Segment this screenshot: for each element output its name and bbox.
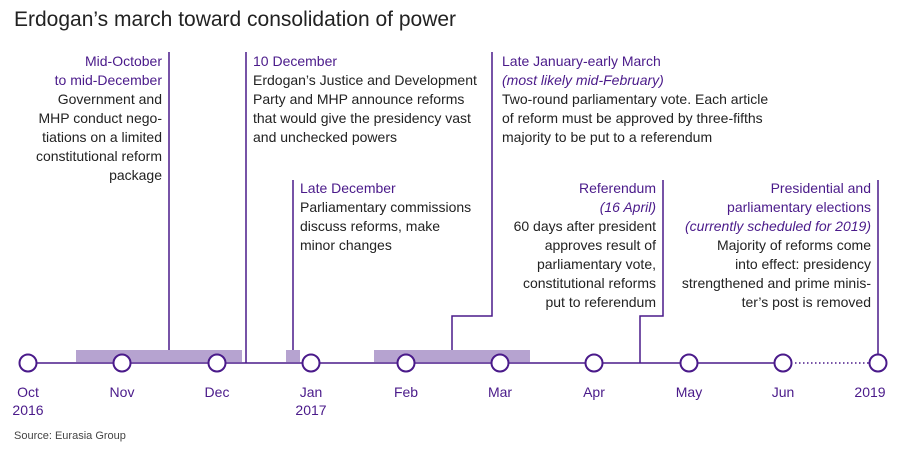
event-body: Party and MHP announce reforms xyxy=(253,91,465,107)
month-name: Feb xyxy=(393,384,419,400)
month-marker-feb xyxy=(396,353,416,373)
month-marker-mar xyxy=(490,353,510,373)
event-leader-referendum xyxy=(639,180,664,363)
event-elections: Presidential and parliamentary elections… xyxy=(682,179,871,312)
month-marker-jan xyxy=(301,353,321,373)
event-body: Two-round parliamentary vote. Each artic… xyxy=(502,91,769,107)
month-label-may: May xyxy=(659,383,719,401)
event-heading: 10 December xyxy=(253,53,338,69)
month-marker-dec xyxy=(207,353,227,373)
month-marker-jun xyxy=(773,353,793,373)
event-body: 60 days after president xyxy=(513,218,656,234)
month-marker-nov xyxy=(112,353,132,373)
event-body: put to referendum xyxy=(545,294,656,310)
event-body: discuss reforms, make xyxy=(300,218,441,234)
month-name: Jan xyxy=(299,384,323,400)
event-body: package xyxy=(109,167,162,183)
month-label-apr: Apr xyxy=(564,383,624,401)
month-label-2019: 2019 xyxy=(840,383,900,401)
event-body: constitutional reforms xyxy=(522,275,656,291)
event-parliament-vote: Late January-early March (most likely mi… xyxy=(502,52,768,147)
event-subheading: (currently scheduled for 2019) xyxy=(685,218,871,234)
event-heading: parliamentary elections xyxy=(727,199,871,215)
month-label-jan: Jan 2017 xyxy=(281,383,341,419)
event-body: majority to be put to a referendum xyxy=(502,129,713,145)
page-title: Erdogan’s march toward consolidation of … xyxy=(14,8,457,31)
event-heading: Mid-October xyxy=(84,53,162,69)
month-marker-oct xyxy=(18,353,38,373)
month-name: Nov xyxy=(109,384,135,400)
event-body: Government and xyxy=(57,91,162,107)
event-body: of reform must be approved by three-fift… xyxy=(502,110,763,126)
month-name: Mar xyxy=(487,384,513,400)
event-body: parliamentary vote, xyxy=(536,256,656,272)
month-label-feb: Feb xyxy=(376,383,436,401)
event-heading: Late December xyxy=(300,180,396,196)
period-band-commissions xyxy=(286,350,300,362)
month-name: Oct xyxy=(17,384,39,400)
month-marker-apr xyxy=(584,353,604,373)
month-label-nov: Nov xyxy=(92,383,152,401)
month-label-mar: Mar xyxy=(470,383,530,401)
event-heading: Referendum xyxy=(578,180,656,196)
event-announcement: 10 December Erdogan’s Justice and Develo… xyxy=(253,52,477,147)
event-heading: Presidential and xyxy=(770,180,871,196)
event-heading: Late January-early March xyxy=(502,53,661,69)
event-body: that would give the presidency vast xyxy=(253,110,471,126)
month-name: Dec xyxy=(204,384,230,400)
event-subheading: (16 April) xyxy=(599,199,656,215)
event-body: MHP conduct nego- xyxy=(38,110,162,126)
month-name: Jun xyxy=(771,384,795,400)
month-label-jun: Jun xyxy=(753,383,813,401)
event-body: and unchecked powers xyxy=(253,129,397,145)
event-body: Parliamentary commissions xyxy=(300,199,472,215)
month-marker-2019 xyxy=(868,353,888,373)
event-body: ter’s post is removed xyxy=(741,294,871,310)
event-negotiations: Mid-October to mid-December Government a… xyxy=(36,52,162,185)
event-body: approves result of xyxy=(544,237,656,253)
event-leader-vote xyxy=(451,52,493,350)
event-subheading: (most likely mid-February) xyxy=(502,72,664,88)
event-body: strengthened and prime minis- xyxy=(681,275,871,291)
event-commissions: Late December Parliamentary commissions … xyxy=(300,179,471,255)
event-body: tiations on a limited xyxy=(42,129,162,145)
event-body: into effect: presidency xyxy=(735,256,871,272)
month-name: Apr xyxy=(583,384,605,400)
month-marker-may xyxy=(679,353,699,373)
event-body: constitutional reform xyxy=(35,148,162,164)
event-body: Majority of reforms come xyxy=(716,237,871,253)
month-name: 2019 xyxy=(854,384,886,400)
event-body: minor changes xyxy=(300,237,392,253)
event-heading: to mid-December xyxy=(54,72,162,88)
event-referendum: Referendum (16 April) 60 days after pres… xyxy=(514,179,656,312)
month-year: 2017 xyxy=(295,402,327,418)
month-label-dec: Dec xyxy=(187,383,247,401)
event-body: Erdogan’s Justice and Development xyxy=(253,72,477,88)
month-label-oct: Oct 2016 xyxy=(0,383,58,419)
source-note: Source: Eurasia Group xyxy=(14,430,126,442)
month-year: 2016 xyxy=(12,402,44,418)
month-name: May xyxy=(675,384,703,400)
